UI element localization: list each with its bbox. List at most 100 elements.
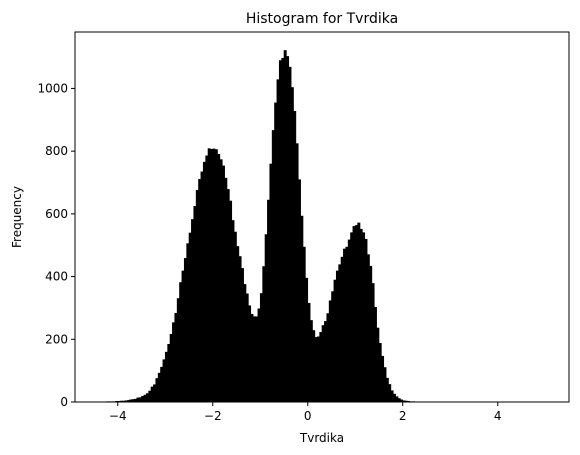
y-axis-label: Frequency bbox=[10, 186, 24, 248]
histogram-bar bbox=[371, 283, 375, 403]
histogram-bar bbox=[392, 393, 396, 403]
histogram-bar bbox=[143, 394, 147, 403]
histogram-bar bbox=[174, 312, 178, 403]
x-tick-label: 4 bbox=[494, 409, 502, 423]
histogram-bar bbox=[347, 239, 351, 403]
histogram-bar bbox=[186, 243, 190, 403]
histogram-bar bbox=[157, 372, 161, 403]
plot-frame bbox=[74, 31, 570, 403]
x-axis-label: Tvrdika bbox=[299, 431, 344, 445]
histogram-bar bbox=[262, 266, 266, 403]
histogram-bar bbox=[150, 386, 154, 403]
histogram-bar bbox=[169, 333, 173, 403]
histogram-bar bbox=[271, 130, 275, 403]
histogram-bar bbox=[276, 79, 280, 403]
histogram-bar bbox=[238, 256, 242, 403]
histogram-bar bbox=[267, 199, 271, 403]
histogram-bar bbox=[274, 102, 278, 403]
histogram-bar bbox=[207, 148, 211, 403]
histogram-bar bbox=[172, 322, 176, 403]
histogram-bar bbox=[378, 343, 382, 403]
histogram-bar bbox=[381, 355, 385, 403]
histogram-bar bbox=[390, 390, 394, 403]
histogram-bar bbox=[205, 155, 209, 403]
histogram-bar bbox=[188, 232, 192, 403]
x-axis-ticks: −4 −2 0 2 4 bbox=[109, 402, 502, 423]
histogram-bar bbox=[321, 325, 325, 403]
histogram-bar bbox=[286, 56, 290, 403]
histogram-bar bbox=[335, 270, 339, 403]
histogram-bar bbox=[314, 337, 318, 403]
histogram-bar bbox=[295, 143, 299, 403]
histogram-bar bbox=[248, 305, 252, 403]
histogram-bar bbox=[243, 284, 247, 403]
histogram-bar bbox=[395, 396, 399, 403]
y-tick-label: 0 bbox=[60, 395, 68, 409]
histogram-bar bbox=[179, 282, 183, 403]
y-axis-ticks: 0 200 400 600 800 1000 bbox=[37, 81, 75, 409]
histogram-bar bbox=[338, 264, 342, 403]
histogram-bar bbox=[278, 60, 282, 403]
histogram-bar bbox=[293, 111, 297, 403]
histogram-bar bbox=[328, 300, 332, 403]
histogram-bar bbox=[219, 159, 223, 403]
y-tick-label: 800 bbox=[45, 144, 68, 158]
histogram-bar bbox=[383, 367, 387, 403]
histogram-bar bbox=[369, 265, 373, 403]
histogram-bar bbox=[259, 293, 263, 403]
histogram-bar bbox=[350, 232, 354, 403]
histogram-bar bbox=[373, 307, 377, 403]
y-tick-label: 200 bbox=[45, 332, 68, 346]
histogram-bar bbox=[290, 87, 294, 403]
x-tick-label: 2 bbox=[399, 409, 407, 423]
histogram-bar bbox=[217, 153, 221, 403]
histogram-bar bbox=[345, 246, 349, 403]
histogram-bar bbox=[200, 171, 204, 403]
histogram-bar bbox=[357, 222, 361, 403]
histogram-bar bbox=[319, 332, 323, 403]
histogram-bar bbox=[212, 148, 216, 403]
histogram-bar bbox=[138, 397, 142, 403]
histogram-bar bbox=[245, 293, 249, 403]
histogram-bar bbox=[183, 258, 187, 403]
histogram-bar bbox=[252, 316, 256, 403]
histogram-bar bbox=[164, 351, 168, 403]
histogram-bar bbox=[269, 163, 273, 403]
y-tick-label: 400 bbox=[45, 270, 68, 284]
histogram-bar bbox=[191, 219, 195, 403]
histogram-bar bbox=[364, 238, 368, 403]
histogram-bar bbox=[343, 248, 347, 403]
histogram-bar bbox=[333, 279, 337, 403]
histogram-bar bbox=[352, 226, 356, 403]
histogram-bar bbox=[250, 313, 254, 403]
histogram-bar bbox=[359, 228, 363, 403]
histogram-bar bbox=[397, 398, 401, 403]
histogram-bar bbox=[162, 359, 166, 403]
histogram-bar bbox=[297, 179, 301, 403]
histogram-bar bbox=[231, 220, 235, 403]
x-tick-label: 0 bbox=[304, 409, 312, 423]
chart-title: Histogram for Tvrdika bbox=[246, 11, 398, 27]
histogram-bar bbox=[193, 206, 197, 403]
histogram-bar bbox=[181, 270, 185, 403]
histogram-bar bbox=[145, 393, 149, 403]
x-tick-label: −2 bbox=[204, 409, 222, 423]
histogram-bar bbox=[324, 321, 328, 403]
histogram-bar bbox=[240, 268, 244, 403]
histogram-bar bbox=[155, 378, 159, 403]
histogram-bar bbox=[300, 215, 304, 403]
histogram-bar bbox=[176, 298, 180, 403]
histogram-bar bbox=[362, 232, 366, 403]
histogram-bar bbox=[233, 231, 237, 403]
histogram-bar bbox=[210, 148, 214, 403]
histogram-bar bbox=[305, 277, 309, 403]
y-tick-label: 600 bbox=[45, 207, 68, 221]
histogram-bar bbox=[288, 66, 292, 403]
histogram-bar bbox=[385, 377, 389, 403]
histogram-bar bbox=[376, 327, 380, 403]
histogram-bar bbox=[214, 149, 218, 403]
histogram-bar bbox=[221, 165, 225, 403]
histogram-bar bbox=[202, 161, 206, 403]
histogram-bar bbox=[366, 254, 370, 403]
